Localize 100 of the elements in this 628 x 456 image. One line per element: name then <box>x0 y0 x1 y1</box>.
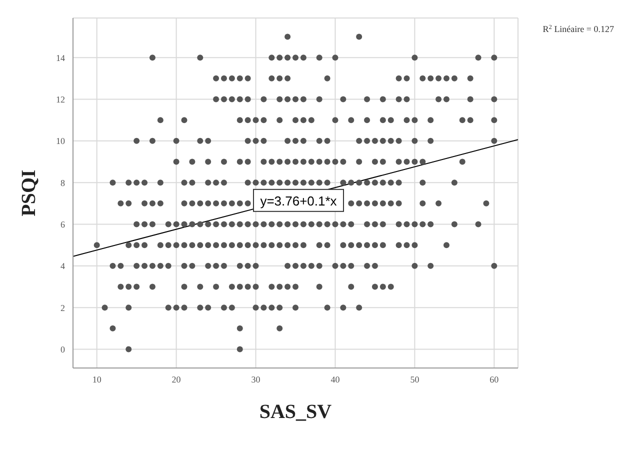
point <box>396 96 402 102</box>
point <box>260 242 267 248</box>
point <box>364 180 370 186</box>
point <box>173 304 180 311</box>
point <box>157 262 164 269</box>
point <box>244 221 251 228</box>
point <box>404 117 410 124</box>
point <box>236 96 243 102</box>
point <box>467 117 474 124</box>
point <box>205 221 212 228</box>
point <box>189 242 196 248</box>
point <box>316 54 322 61</box>
point <box>213 200 220 206</box>
point <box>324 221 330 228</box>
point <box>236 346 243 352</box>
point <box>284 262 291 269</box>
point <box>276 304 283 311</box>
point <box>428 221 434 228</box>
point <box>244 158 251 165</box>
point <box>300 242 306 248</box>
point <box>165 242 172 248</box>
point <box>149 138 156 144</box>
point <box>396 242 402 248</box>
point <box>380 200 386 206</box>
point <box>396 180 402 186</box>
point <box>197 138 204 144</box>
point <box>292 242 298 248</box>
point <box>324 242 330 248</box>
point <box>276 117 283 124</box>
point <box>220 180 227 186</box>
point <box>244 117 251 124</box>
point <box>451 221 458 228</box>
point <box>443 75 450 82</box>
point <box>356 304 362 311</box>
point <box>420 200 426 206</box>
point <box>213 242 220 248</box>
point <box>467 75 474 82</box>
point <box>126 200 132 206</box>
point <box>348 242 354 248</box>
point <box>157 200 164 206</box>
point <box>324 75 330 82</box>
point <box>149 54 156 61</box>
point <box>284 96 291 102</box>
x-tick-label: 20 <box>172 374 182 384</box>
point <box>316 221 322 228</box>
point <box>324 138 330 144</box>
point <box>412 242 418 248</box>
point <box>372 284 378 290</box>
point <box>316 138 322 144</box>
point <box>189 180 196 186</box>
point <box>372 242 378 248</box>
point <box>189 200 196 206</box>
point <box>276 96 283 102</box>
point <box>483 200 490 206</box>
point <box>134 221 140 228</box>
point <box>260 138 267 144</box>
point <box>220 262 227 269</box>
point <box>356 180 362 186</box>
point <box>165 304 172 311</box>
point <box>228 200 235 206</box>
point <box>228 221 235 228</box>
point <box>284 138 291 144</box>
point <box>213 221 220 228</box>
point <box>404 242 410 248</box>
point <box>197 200 204 206</box>
point <box>276 54 283 61</box>
point <box>126 242 132 248</box>
point <box>197 284 204 290</box>
point <box>236 158 243 165</box>
point <box>404 158 410 165</box>
point <box>252 262 259 269</box>
point <box>428 75 434 82</box>
point <box>220 75 227 82</box>
point <box>443 96 450 102</box>
point <box>388 117 394 124</box>
point <box>396 75 402 82</box>
point <box>364 242 370 248</box>
point <box>110 180 116 186</box>
point <box>236 200 243 206</box>
point <box>292 117 298 124</box>
y-tick-label: 2 <box>60 302 65 313</box>
point <box>316 158 322 165</box>
point <box>475 54 482 61</box>
point <box>340 242 346 248</box>
point <box>165 262 172 269</box>
point <box>491 96 498 102</box>
point <box>380 242 386 248</box>
point <box>142 262 148 269</box>
point <box>220 304 227 311</box>
point <box>340 96 346 102</box>
point <box>244 242 251 248</box>
point <box>126 304 132 311</box>
point <box>220 158 227 165</box>
point <box>372 200 378 206</box>
point <box>388 284 394 290</box>
point <box>157 117 164 124</box>
point <box>308 180 314 186</box>
point <box>364 200 370 206</box>
point <box>268 54 275 61</box>
point <box>356 242 362 248</box>
